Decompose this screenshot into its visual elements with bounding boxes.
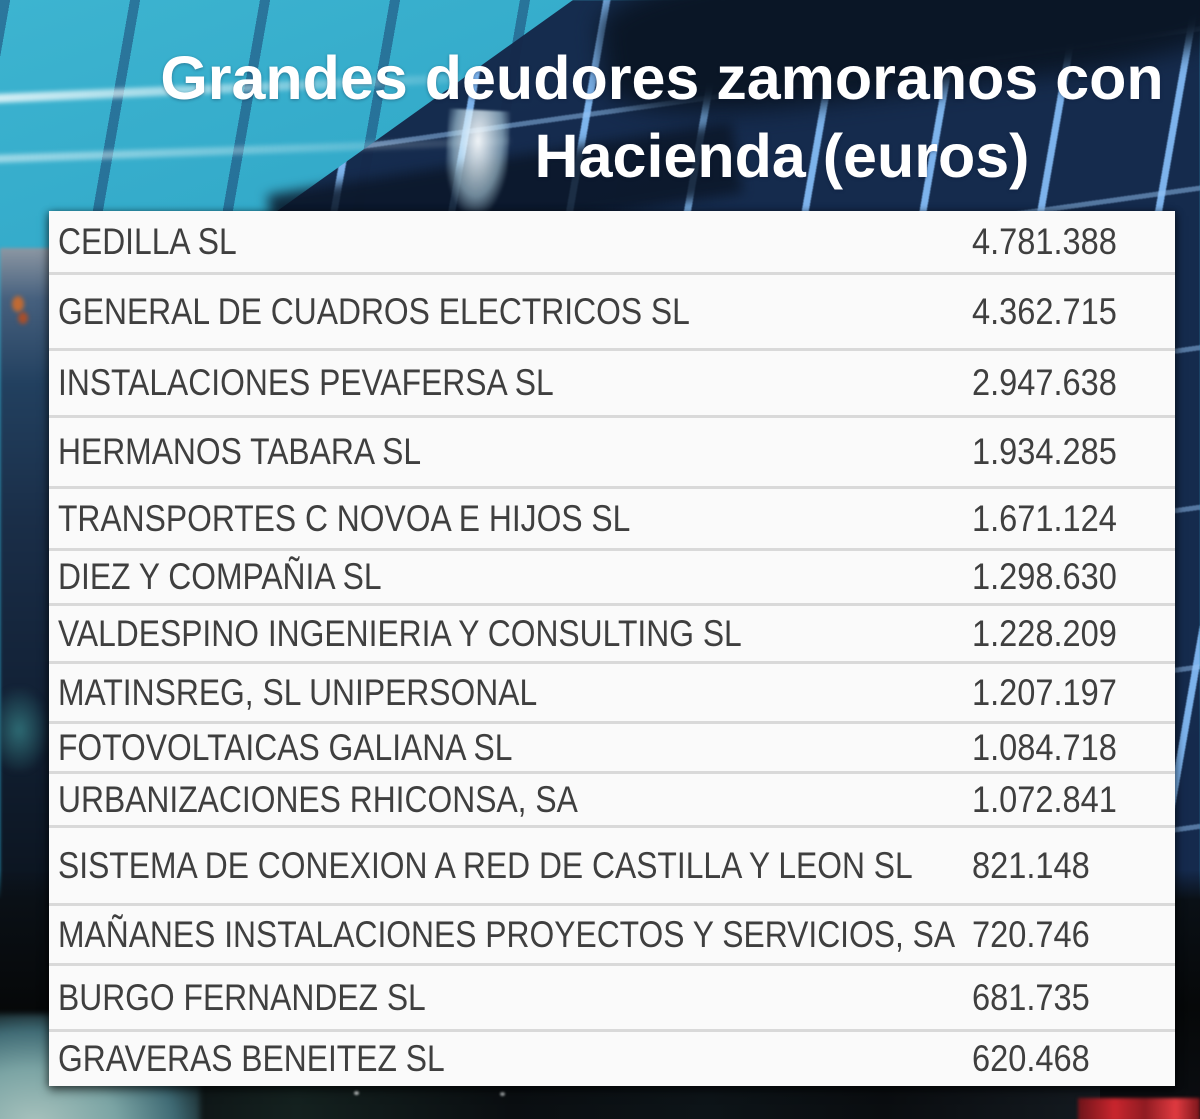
company-name-cell: SISTEMA DE CONEXION A RED DE CASTILLA Y … <box>58 844 913 886</box>
debt-amount-cell: 4.362.715 <box>972 290 1117 332</box>
company-name-cell: MATINSREG, SL UNIPERSONAL <box>58 671 538 713</box>
highlight-speck <box>354 1091 359 1095</box>
debt-amount-cell: 1.228.209 <box>972 612 1117 654</box>
table-row: MATINSREG, SL UNIPERSONAL 1.207.197 <box>49 661 1175 721</box>
table-row: DIEZ Y COMPAÑIA SL 1.298.630 <box>49 548 1175 603</box>
company-name-cell: BURGO FERNANDEZ SL <box>58 976 426 1018</box>
table-row: BURGO FERNANDEZ SL 681.735 <box>49 963 1175 1029</box>
debt-amount-cell: 1.934.285 <box>972 431 1117 472</box>
table-row: TRANSPORTES C NOVOA E HIJOS SL 1.671.124 <box>49 486 1175 548</box>
debt-amount-cell: 720.746 <box>972 913 1090 955</box>
car-taillight <box>1078 1098 1200 1119</box>
table-row: SISTEMA DE CONEXION A RED DE CASTILLA Y … <box>49 825 1175 903</box>
debt-amount-cell: 4.781.388 <box>972 220 1117 262</box>
reflection-blob <box>0 688 48 772</box>
debt-amount-cell: 1.084.718 <box>972 726 1117 768</box>
debt-amount-cell: 821.148 <box>972 844 1090 886</box>
table-row: URBANIZACIONES RHICONSA, SA 1.072.841 <box>49 771 1175 825</box>
reflection-dot <box>12 296 24 312</box>
table-row: GENERAL DE CUADROS ELECTRICOS SL 4.362.7… <box>49 272 1175 348</box>
parked-cars-silhouette <box>120 1086 1100 1119</box>
company-name-cell: GENERAL DE CUADROS ELECTRICOS SL <box>58 290 690 332</box>
company-name-cell: DIEZ Y COMPAÑIA SL <box>58 556 382 597</box>
table-row: INSTALACIONES PEVAFERSA SL 2.947.638 <box>49 348 1175 415</box>
table-row: FOTOVOLTAICAS GALIANA SL 1.084.718 <box>49 721 1175 771</box>
table-row: CEDILLA SL 4.781.388 <box>49 211 1175 272</box>
company-name-cell: CEDILLA SL <box>58 220 237 262</box>
debt-amount-cell: 681.735 <box>972 976 1090 1018</box>
debt-amount-cell: 1.298.630 <box>972 556 1117 597</box>
debt-amount-cell: 1.207.197 <box>972 671 1117 713</box>
white-reflection-patch <box>443 108 511 214</box>
debt-amount-cell: 1.671.124 <box>972 497 1117 539</box>
table-row: VALDESPINO INGENIERIA Y CONSULTING SL 1.… <box>49 603 1175 661</box>
company-name-cell: MAÑANES INSTALACIONES PROYECTOS Y SERVIC… <box>58 913 956 955</box>
table-row: HERMANOS TABARA SL 1.934.285 <box>49 415 1175 486</box>
highlight-speck <box>500 1092 505 1096</box>
table-row: GRAVERAS BENEITEZ SL 620.468 <box>49 1029 1175 1086</box>
company-name-cell: VALDESPINO INGENIERIA Y CONSULTING SL <box>58 612 742 654</box>
table-row: MAÑANES INSTALACIONES PROYECTOS Y SERVIC… <box>49 903 1175 963</box>
debtors-table: CEDILLA SL 4.781.388 GENERAL DE CUADROS … <box>49 211 1175 1086</box>
company-name-cell: HERMANOS TABARA SL <box>58 431 422 472</box>
company-name-cell: TRANSPORTES C NOVOA E HIJOS SL <box>58 497 631 539</box>
company-name-cell: INSTALACIONES PEVAFERSA SL <box>58 362 554 403</box>
reflection-dot <box>18 312 28 324</box>
page-title-line-2: Hacienda (euros) <box>534 122 1030 190</box>
debt-amount-cell: 620.468 <box>972 1038 1090 1079</box>
page-title-line-1: Grandes deudores zamoranos con <box>160 44 1164 112</box>
debt-amount-cell: 1.072.841 <box>972 778 1117 820</box>
debt-amount-cell: 2.947.638 <box>972 362 1117 403</box>
company-name-cell: GRAVERAS BENEITEZ SL <box>58 1038 445 1079</box>
company-name-cell: URBANIZACIONES RHICONSA, SA <box>58 778 578 820</box>
company-name-cell: FOTOVOLTAICAS GALIANA SL <box>58 726 513 768</box>
